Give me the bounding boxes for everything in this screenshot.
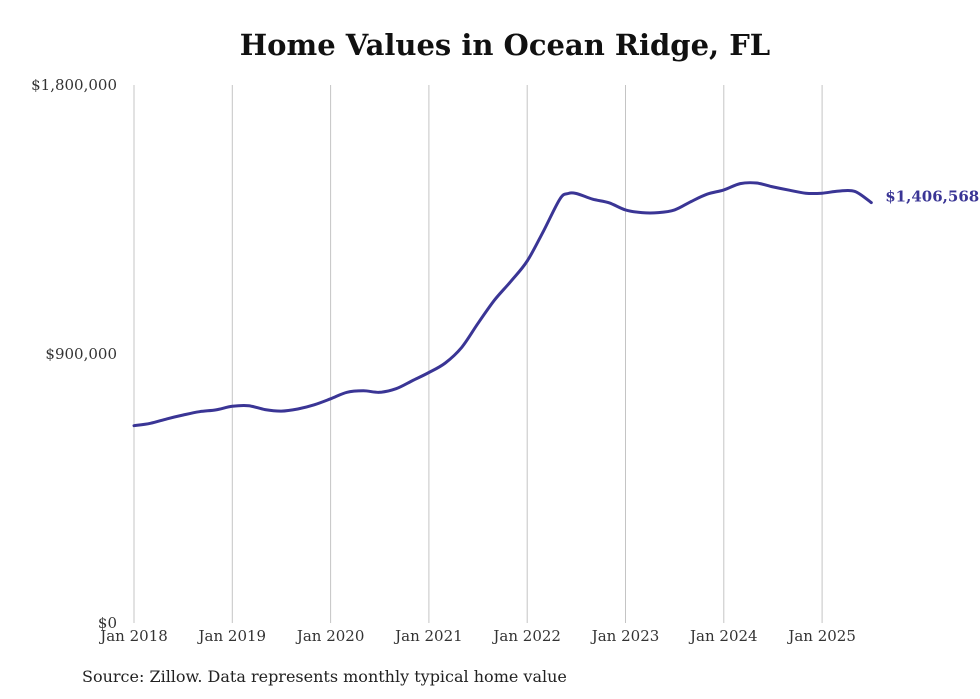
- y-tick-label: $900,000: [45, 345, 117, 363]
- grid-lines: [133, 85, 823, 623]
- x-tick-label: Jan 2022: [491, 627, 561, 645]
- x-tick-label: Jan 2025: [786, 627, 856, 645]
- chart-title: Home Values in Ocean Ridge, FL: [239, 28, 771, 62]
- source-note: Source: Zillow. Data represents monthly …: [82, 667, 567, 686]
- x-axis-ticks: Jan 2018 Jan 2019 Jan 2020 Jan 2021 Jan 2022…: [98, 627, 856, 645]
- x-tick-label: Jan 2019: [197, 627, 267, 645]
- x-tick-label: Jan 2020: [295, 627, 365, 645]
- series-line: [132, 181, 873, 428]
- x-tick-label: Jan 2018: [98, 627, 168, 645]
- last-value-label: $1,406,568: [885, 188, 979, 206]
- x-tick-label: Jan 2021: [393, 627, 463, 645]
- x-tick-label: Jan 2023: [590, 627, 660, 645]
- x-tick-label: Jan 2024: [688, 627, 758, 645]
- y-tick-label: $1,800,000: [31, 76, 117, 94]
- y-tick-label: $0: [98, 614, 117, 632]
- y-axis-ticks: $0 $900,000 $1,800,000: [31, 76, 117, 632]
